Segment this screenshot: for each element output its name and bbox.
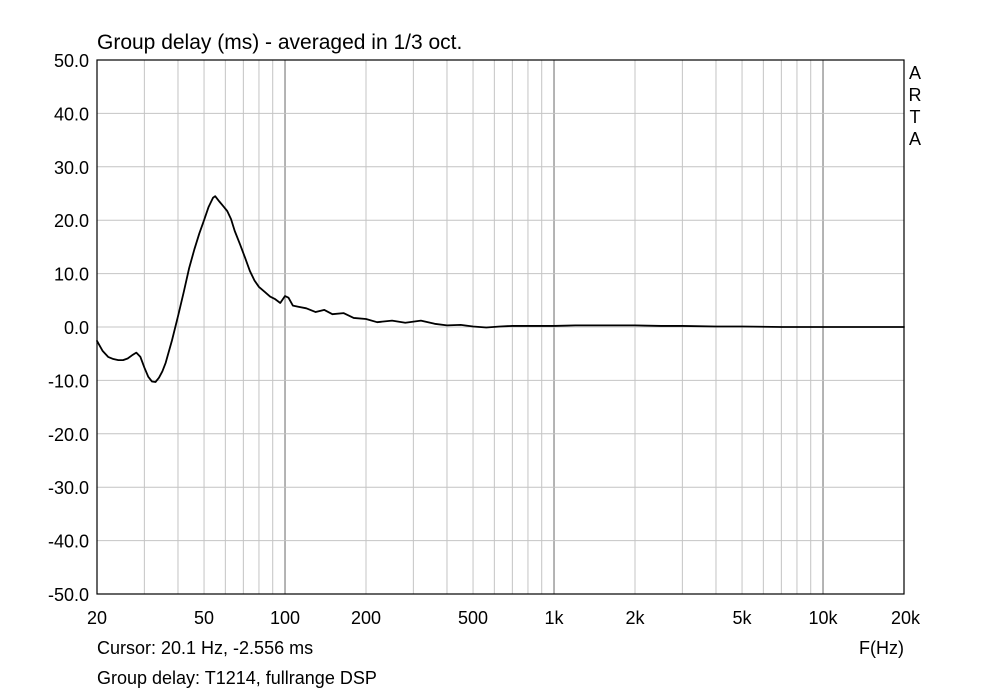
x-tick-label: 1k	[545, 608, 565, 628]
y-tick-label: 30.0	[54, 158, 89, 178]
y-tick-labels: 50.0 40.0 30.0 20.0 10.0 0.0 -10.0 -20.0 -30.0 -4…	[48, 51, 89, 605]
y-tick-label: 50.0	[54, 51, 89, 71]
x-tick-label: 2k	[625, 608, 645, 628]
x-tick-label: 500	[458, 608, 488, 628]
y-tick-label: -50.0	[48, 585, 89, 605]
x-tick-label: 20	[87, 608, 107, 628]
plot-frame	[96, 59, 905, 595]
y-tick-label: -40.0	[48, 532, 89, 552]
x-tick-label: 200	[351, 608, 381, 628]
y-tick-label: 0.0	[64, 318, 89, 338]
x-tick-label: 50	[194, 608, 214, 628]
group-delay-line	[96, 195, 905, 383]
y-tick-label: -10.0	[48, 371, 89, 391]
series-layer	[96, 195, 905, 383]
y-tick-label: -30.0	[48, 478, 89, 498]
chart-title: Group delay (ms) - averaged in 1/3 oct.	[97, 31, 462, 54]
y-tick-label: 10.0	[54, 265, 89, 285]
x-tick-label: 100	[270, 608, 300, 628]
x-tick-label: 5k	[733, 608, 753, 628]
x-tick-label: 20k	[891, 608, 921, 628]
x-tick-label: 10k	[809, 608, 839, 628]
y-tick-label: -20.0	[48, 425, 89, 445]
y-tick-label: 40.0	[54, 104, 89, 124]
x-axis-label: F(Hz)	[859, 638, 904, 658]
cursor-readout: Cursor: 20.1 Hz, -2.556 ms	[97, 638, 313, 658]
y-tick-label: 20.0	[54, 211, 89, 231]
legend-text: Group delay: T1214, fullrange DSP	[97, 668, 377, 688]
x-tick-labels: 20 50 100 200 500 1k 2k 5k 10k 20k	[87, 608, 921, 628]
